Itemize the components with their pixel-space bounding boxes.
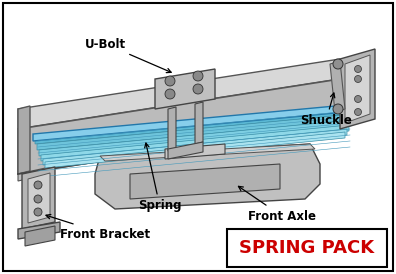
- Polygon shape: [37, 114, 353, 150]
- Polygon shape: [130, 164, 280, 199]
- Text: SPRING PACK: SPRING PACK: [240, 239, 375, 257]
- Polygon shape: [165, 144, 225, 159]
- Polygon shape: [18, 167, 50, 181]
- Polygon shape: [41, 125, 349, 161]
- Polygon shape: [33, 104, 357, 141]
- Polygon shape: [340, 49, 375, 129]
- Circle shape: [354, 65, 362, 73]
- Text: Spring: Spring: [138, 143, 181, 213]
- Polygon shape: [168, 142, 203, 159]
- Polygon shape: [18, 222, 60, 239]
- Circle shape: [354, 109, 362, 116]
- Polygon shape: [330, 61, 345, 112]
- Circle shape: [34, 195, 42, 203]
- Circle shape: [193, 71, 203, 81]
- Circle shape: [333, 59, 343, 69]
- Text: Front Axle: Front Axle: [238, 186, 316, 222]
- Circle shape: [354, 76, 362, 82]
- FancyBboxPatch shape: [227, 229, 387, 267]
- Circle shape: [34, 181, 42, 189]
- Polygon shape: [345, 55, 370, 123]
- Polygon shape: [95, 144, 320, 209]
- Circle shape: [193, 84, 203, 94]
- Polygon shape: [155, 69, 215, 109]
- Polygon shape: [18, 106, 30, 174]
- Circle shape: [34, 208, 42, 216]
- Text: U-Bolt: U-Bolt: [85, 38, 171, 73]
- Polygon shape: [195, 102, 203, 144]
- Polygon shape: [28, 173, 50, 223]
- Polygon shape: [168, 107, 176, 151]
- Circle shape: [354, 96, 362, 102]
- Polygon shape: [39, 120, 351, 156]
- Polygon shape: [35, 108, 355, 144]
- Polygon shape: [22, 167, 55, 229]
- Polygon shape: [18, 79, 340, 174]
- Text: Shuckle: Shuckle: [300, 93, 352, 127]
- Circle shape: [333, 104, 343, 114]
- Text: Front Bracket: Front Bracket: [46, 215, 150, 241]
- Polygon shape: [43, 129, 347, 165]
- Polygon shape: [45, 132, 345, 168]
- Polygon shape: [25, 226, 55, 246]
- Polygon shape: [18, 59, 340, 129]
- Circle shape: [165, 76, 175, 86]
- Circle shape: [165, 89, 175, 99]
- Polygon shape: [100, 144, 315, 161]
